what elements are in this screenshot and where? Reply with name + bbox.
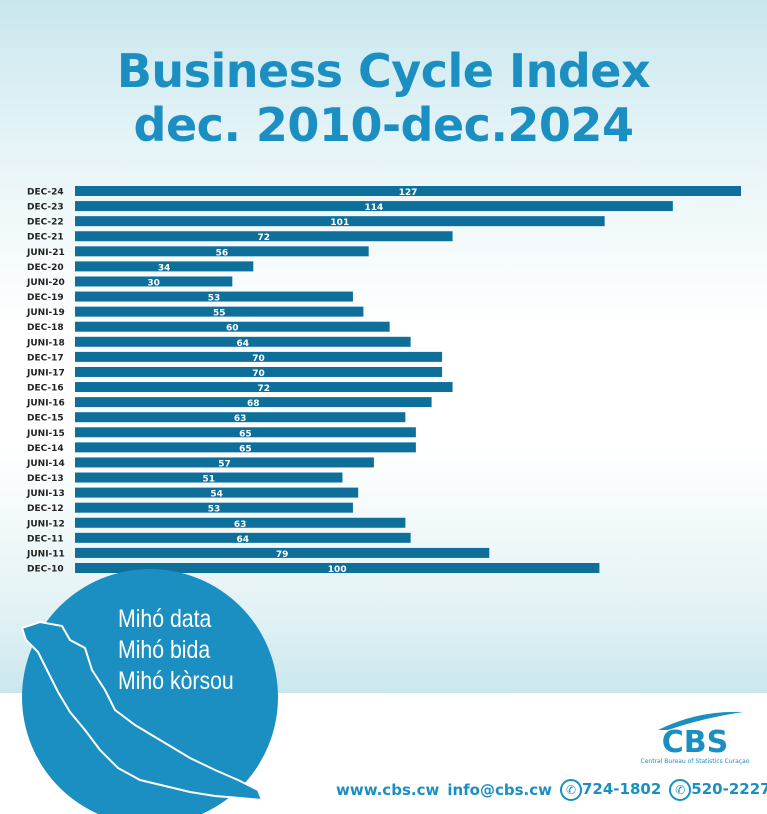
title-line-2: dec. 2010-dec.2024 (133, 98, 634, 152)
category-label: DEC-20 (27, 263, 64, 273)
category-label: DEC-23 (27, 203, 64, 213)
value-label: 79 (276, 550, 289, 560)
value-label: 53 (208, 294, 221, 304)
category-label: DEC-17 (27, 353, 64, 363)
bar (75, 412, 406, 423)
bar (75, 186, 741, 196)
slogan-line: Mihó data (118, 605, 212, 633)
bar (75, 231, 453, 242)
bar (75, 517, 406, 528)
bar (75, 351, 443, 362)
category-label: JUNI-17 (26, 368, 65, 378)
category-label: DEC-19 (27, 293, 64, 303)
category-label: DEC-21 (27, 233, 64, 243)
whatsapp-number[interactable]: 520-2227 (691, 780, 767, 798)
value-label: 53 (208, 505, 221, 515)
category-label: DEC-22 (27, 218, 64, 228)
category-label: DEC-11 (27, 534, 64, 544)
category-label: JUNI-18 (26, 338, 65, 348)
bar (75, 427, 416, 438)
category-label: DEC-13 (27, 474, 64, 484)
value-label: 70 (252, 369, 265, 379)
value-label: 65 (239, 444, 252, 454)
category-label: DEC-12 (27, 504, 64, 514)
bar (75, 442, 416, 453)
slogan: Mihó data Mihó bida Mihó kòrsou (118, 604, 234, 697)
bar (75, 502, 353, 513)
slogan-line: Mihó kòrsou (118, 667, 234, 695)
bar (75, 472, 343, 483)
bar-chart: DEC-24 127 DEC-23 114 DEC-22 101 DEC-21 72 JUNI-… (26, 186, 741, 575)
wing-icon (658, 711, 743, 730)
phone-icon: ✆ (559, 779, 582, 801)
bar (75, 457, 374, 468)
bar (75, 563, 600, 573)
value-label: 51 (202, 475, 215, 485)
category-label: DEC-24 (27, 188, 64, 198)
category-label: DEC-14 (27, 444, 64, 454)
email-link[interactable]: info@cbs.cw (447, 781, 552, 799)
bar (75, 382, 453, 393)
bar (75, 291, 353, 302)
bar (75, 246, 369, 257)
bar (75, 532, 411, 543)
whatsapp-icon: ✆ (669, 779, 692, 801)
value-label: 68 (247, 399, 260, 409)
cbs-logo: CBS Central Bureau of Statistics Curaçao (640, 710, 750, 765)
value-label: 55 (213, 309, 226, 319)
slogan-line: Mihó bida (118, 636, 211, 664)
category-label: JUNI-16 (26, 399, 65, 409)
value-label: 64 (237, 339, 250, 349)
value-label: 70 (252, 354, 265, 364)
website-link[interactable]: www.cbs.cw (336, 781, 440, 799)
category-label: JUNI-21 (26, 248, 65, 258)
value-label: 65 (239, 429, 252, 439)
value-label: 127 (399, 188, 418, 198)
value-label: 34 (158, 263, 171, 273)
category-label: DEC-15 (27, 414, 64, 424)
value-label: 114 (365, 203, 384, 213)
bar (75, 397, 432, 408)
value-label: 54 (210, 490, 223, 500)
bar (75, 261, 254, 272)
category-label: JUNI-19 (26, 308, 65, 318)
value-label: 63 (234, 414, 247, 424)
category-label: JUNI-13 (26, 489, 65, 499)
value-label: 57 (218, 459, 231, 469)
value-label: 72 (258, 233, 271, 243)
category-label: JUNI-15 (26, 429, 65, 439)
logo-subtitle: Central Bureau of Statistics Curaçao (640, 758, 750, 765)
contact-footer: www.cbs.cw info@cbs.cw ✆ 724-1802 ✆ 520-22… (336, 779, 767, 801)
bar (75, 336, 411, 347)
value-label: 30 (147, 278, 160, 288)
category-label: DEC-10 (27, 565, 64, 575)
value-label: 60 (226, 324, 239, 334)
value-label: 72 (258, 384, 271, 394)
bar (75, 547, 490, 558)
logo-text: CBS (661, 725, 729, 760)
curacao-island-icon (20, 620, 264, 802)
category-label: JUNI-20 (26, 278, 65, 288)
bar (75, 276, 233, 287)
category-label: JUNI-11 (26, 549, 65, 559)
title-line-1: Business Cycle Index (116, 44, 651, 98)
value-label: 63 (234, 520, 247, 530)
category-label: DEC-16 (27, 384, 64, 394)
category-label: DEC-18 (27, 323, 64, 333)
category-label: JUNI-12 (26, 519, 65, 529)
bar (75, 216, 605, 227)
value-label: 64 (237, 535, 250, 545)
bar (75, 487, 359, 498)
bar (75, 306, 364, 317)
bar (75, 321, 390, 332)
category-label: JUNI-14 (26, 459, 65, 469)
phone-number[interactable]: 724-1802 (581, 780, 662, 798)
bar (75, 201, 673, 212)
value-label: 100 (328, 565, 347, 575)
bar (75, 366, 443, 377)
value-label: 56 (216, 248, 229, 258)
value-label: 101 (330, 218, 349, 228)
